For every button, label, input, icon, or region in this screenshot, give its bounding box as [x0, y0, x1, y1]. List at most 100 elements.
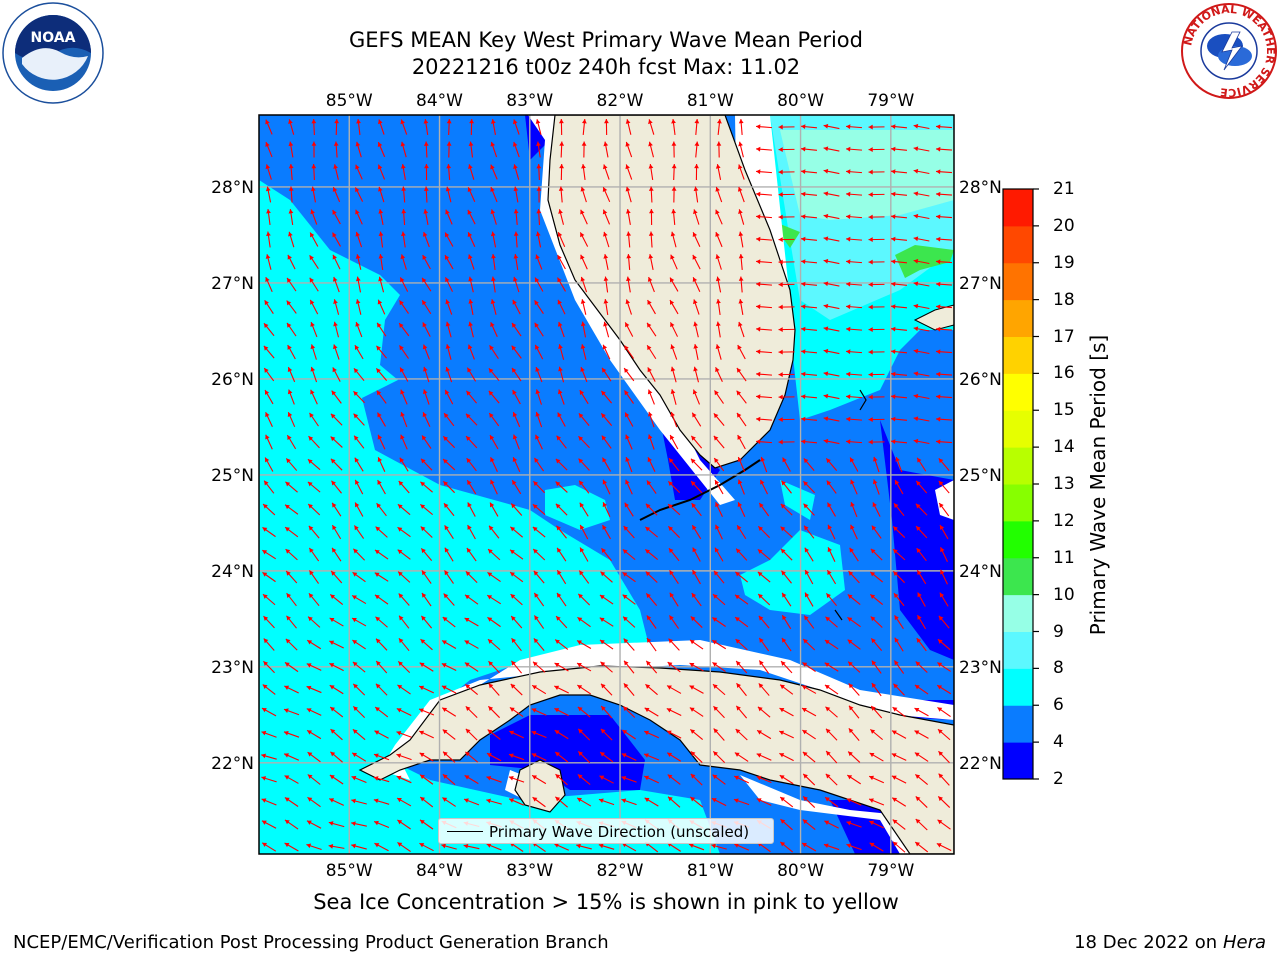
wave-arrow-head [602, 187, 608, 192]
wave-arrow-head [689, 707, 695, 712]
wave-arrow-head [287, 435, 292, 440]
wave-arrow-head [623, 638, 629, 644]
wave-arrow-head [847, 617, 853, 622]
lon-label-top: 82°W [597, 91, 644, 111]
wave-arrow-head [778, 282, 783, 287]
wave-arrow-head [623, 526, 629, 531]
wave-arrow-head [891, 191, 896, 197]
wave-arrow-head [287, 344, 292, 350]
wave-arrow-head [419, 730, 425, 736]
wave-arrow-head [511, 322, 517, 328]
wave-arrow-head [308, 593, 314, 599]
wave-arrow-head [581, 141, 587, 146]
wave-arrow-head [513, 276, 518, 282]
wave-arrow-head [891, 416, 896, 422]
wave-arrow-head [531, 708, 537, 713]
colorbar-segment [1003, 373, 1033, 411]
wave-arrow-head [756, 259, 761, 265]
wave-arrow-head [803, 638, 808, 644]
wave-arrow-head [422, 232, 428, 237]
wave-arrow-head [737, 164, 743, 170]
wave-arrow-head [308, 616, 313, 622]
wave-arrow-head [712, 617, 718, 622]
wave-arrow-head [757, 730, 762, 735]
colorbar-tick-label: 11 [1053, 547, 1075, 568]
wave-arrow-head [532, 526, 538, 532]
wave-arrow-head [780, 797, 785, 802]
wave-arrow-head [307, 640, 313, 645]
wave-arrow-head [716, 321, 721, 327]
wave-arrow-head [801, 236, 806, 242]
colorbar-tick-label: 18 [1053, 289, 1075, 310]
wave-arrow-head [624, 368, 629, 373]
wave-arrow-head [443, 481, 449, 486]
wave-arrow-head [421, 592, 427, 598]
wave-arrow-head [352, 752, 358, 758]
wave-arrow-head [645, 503, 651, 509]
wave-arrow-head [420, 526, 426, 532]
wave-arrow-head [602, 525, 607, 530]
colorbar-tick-label: 21 [1053, 179, 1075, 199]
wave-arrow-head [512, 480, 517, 486]
lat-label-right: 27°N [959, 274, 1002, 294]
wave-arrow-head [328, 821, 334, 826]
wave-arrow-head [422, 255, 427, 260]
wave-arrow-head [401, 209, 407, 214]
wave-arrow-head [690, 458, 696, 464]
wave-arrow-head [463, 843, 469, 849]
wave-arrow-head [734, 752, 740, 757]
wave-arrow-head [423, 186, 429, 191]
wave-arrow-head [669, 570, 674, 576]
wave-arrow-head [443, 459, 448, 464]
wave-arrow-head [846, 124, 851, 130]
wave-arrow-head [891, 281, 896, 287]
wave-arrow-head [805, 569, 810, 575]
wave-arrow-head [715, 344, 721, 349]
wave-arrow-head [802, 730, 808, 735]
wave-arrow-head [533, 570, 539, 576]
wave-arrow-head [330, 707, 336, 712]
wave-arrow-head [488, 390, 494, 396]
wave-arrow-head [421, 570, 427, 576]
wave-arrow-head [778, 237, 783, 242]
wave-arrow-head [715, 186, 720, 192]
wave-arrow-head [355, 299, 361, 304]
wave-arrow-head [846, 214, 851, 220]
colorbar-segment [1003, 705, 1033, 743]
wave-arrow-head [285, 549, 291, 554]
wave-arrow-head [891, 753, 897, 758]
wave-arrow-head [937, 707, 943, 712]
wave-arrow-head [374, 820, 379, 826]
wave-arrow-head [804, 547, 810, 553]
wave-arrow-head [648, 254, 654, 259]
wave-arrow-head [508, 775, 514, 781]
wave-arrow-head [667, 685, 672, 690]
wave-arrow-head [691, 435, 696, 441]
wave-arrow-head [283, 708, 289, 713]
wave-arrow-head [441, 663, 447, 668]
wave-arrow-head [848, 751, 853, 757]
wave-arrow-head [397, 798, 402, 803]
wave-arrow-head [780, 841, 786, 847]
wave-arrow-head [715, 164, 721, 169]
lon-label-top: 80°W [777, 91, 824, 111]
wave-arrow-head [287, 412, 293, 417]
wave-arrow-head [649, 209, 654, 214]
wave-arrow-head [329, 617, 335, 623]
wave-arrow-head [891, 169, 896, 175]
wave-arrow-head [826, 480, 832, 486]
wave-arrow-head [938, 458, 944, 464]
wave-arrow-head [801, 326, 806, 332]
wave-arrow-head [781, 480, 787, 486]
wave-arrow-head [377, 164, 383, 170]
wave-arrow-head [693, 209, 698, 215]
wave-arrow-head [801, 146, 806, 152]
wave-arrow-head [378, 209, 384, 214]
wave-arrow-head [870, 594, 876, 599]
wave-arrow-head [265, 119, 270, 125]
wave-arrow-head [329, 798, 335, 803]
wave-arrow-head [915, 661, 921, 667]
wave-arrow-head [868, 417, 873, 422]
wave-arrow-head [534, 615, 539, 621]
wave-arrow-head [736, 661, 741, 666]
